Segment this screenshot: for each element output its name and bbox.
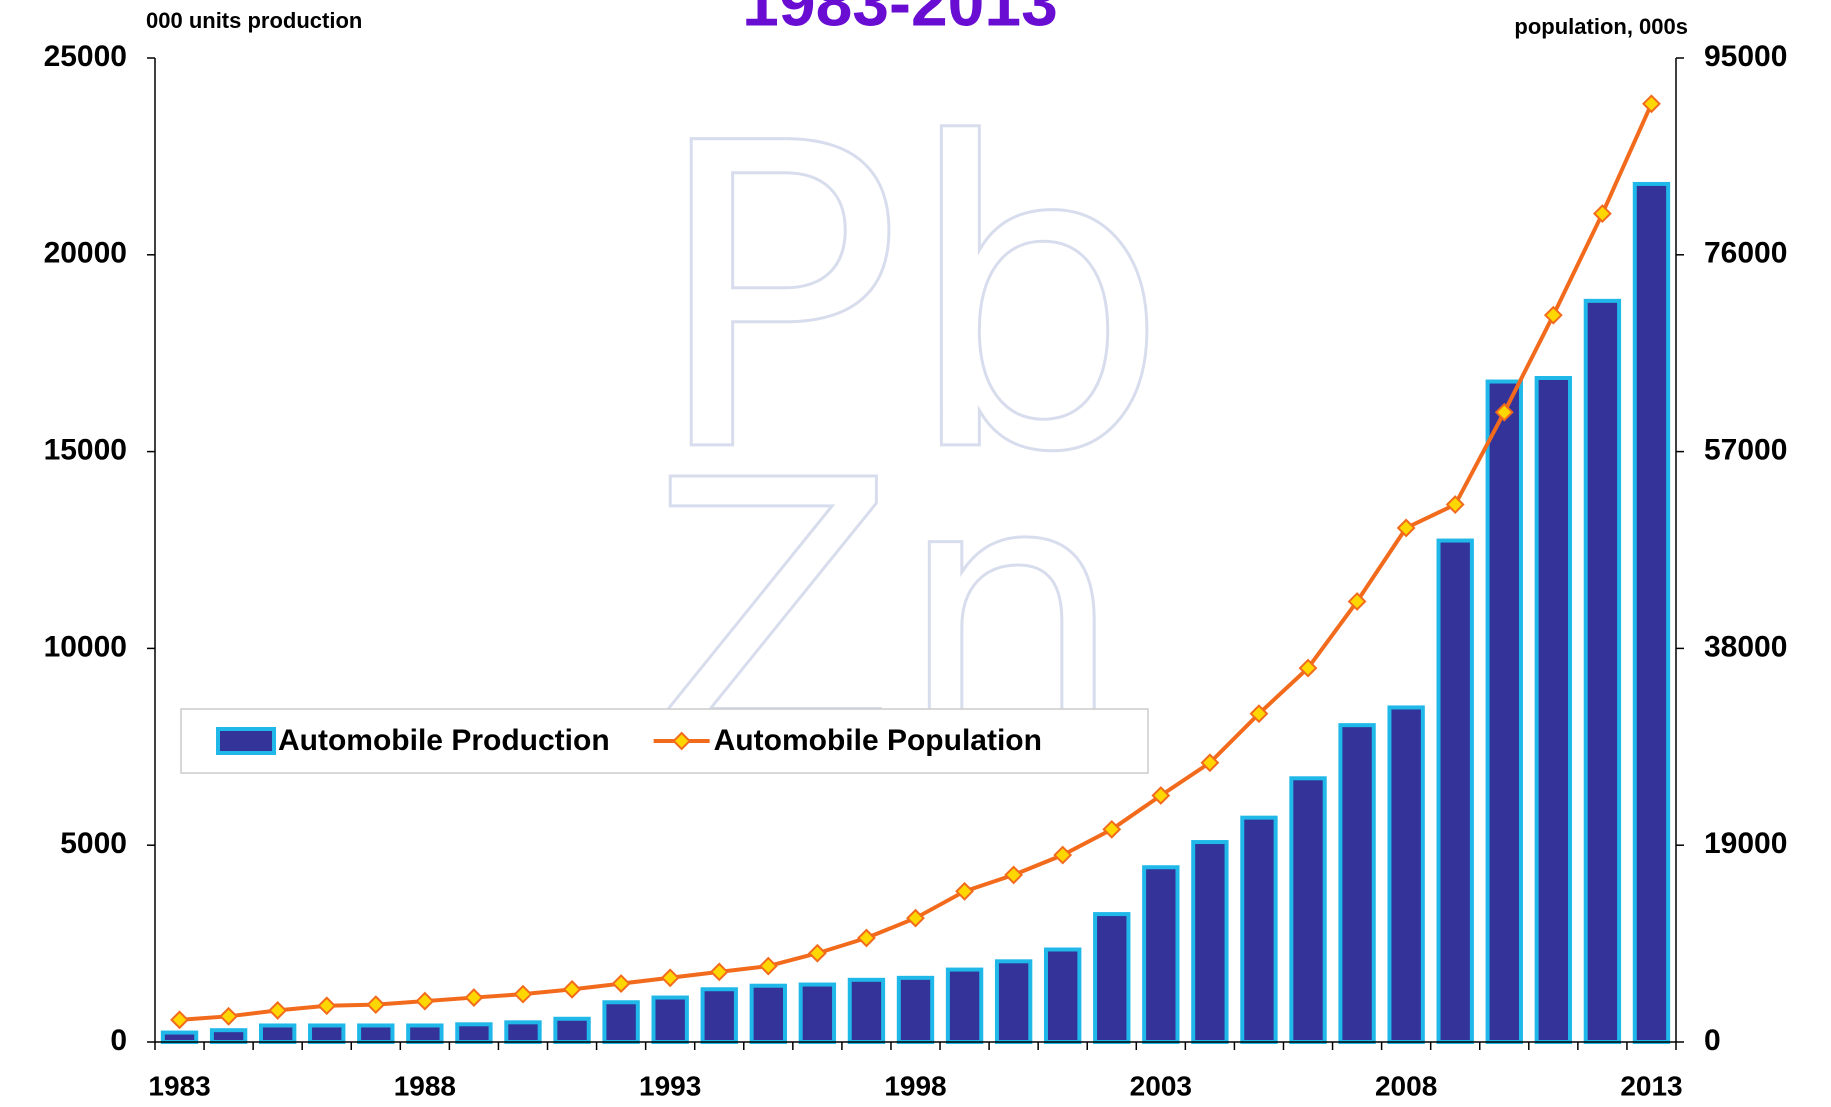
bar	[455, 1022, 493, 1044]
bar	[1583, 298, 1622, 1044]
y-tick-label: 25000	[44, 40, 127, 73]
marker	[1445, 495, 1465, 514]
marker	[857, 928, 876, 948]
bar	[1191, 840, 1229, 1045]
bar	[1044, 947, 1082, 1045]
bar	[1436, 538, 1474, 1044]
x-tick-label: 1998	[884, 1070, 946, 1101]
marker	[1642, 94, 1661, 114]
marker	[562, 979, 582, 999]
marker	[758, 956, 778, 976]
x-tick-label: 2008	[1375, 1070, 1437, 1101]
y2-tick-label: 0	[1704, 1024, 1721, 1057]
marker	[513, 984, 533, 1004]
bar	[1485, 379, 1523, 1045]
bar	[160, 1030, 199, 1044]
bar	[406, 1023, 444, 1044]
marker	[660, 968, 680, 988]
marker	[170, 1010, 189, 1030]
bar	[1093, 912, 1131, 1045]
legend-label: Automobile Population	[714, 724, 1042, 757]
marker	[1249, 704, 1269, 724]
bar	[1289, 776, 1327, 1045]
bar	[847, 977, 886, 1045]
marker	[1200, 753, 1220, 773]
bar	[651, 995, 689, 1044]
marker	[1396, 518, 1416, 538]
x-tick-label: 2013	[1620, 1070, 1682, 1101]
bar	[700, 987, 738, 1045]
bar	[945, 967, 984, 1044]
x-tick-label: 2003	[1130, 1070, 1192, 1101]
marker	[219, 1006, 239, 1026]
y2-tick-label: 57000	[1704, 434, 1787, 467]
marker	[709, 962, 729, 982]
y-axis-label: 000 units production	[146, 8, 362, 33]
marker	[1102, 819, 1122, 839]
x-tick-label: 1993	[639, 1070, 701, 1101]
bar	[1632, 181, 1671, 1044]
y2-tick-label: 76000	[1704, 237, 1787, 270]
y-tick-label: 5000	[60, 827, 127, 860]
marker	[1347, 592, 1367, 611]
y2-tick-label: 19000	[1704, 827, 1787, 860]
legend: Automobile Production Automobile Populati…	[180, 708, 1149, 774]
marker	[611, 974, 631, 993]
marker	[1494, 402, 1514, 422]
marker	[317, 996, 337, 1016]
bar	[602, 1000, 640, 1044]
bar	[209, 1028, 248, 1045]
bar	[1387, 705, 1425, 1044]
bar	[896, 975, 935, 1044]
y2-axis-label: population, 000s	[1514, 14, 1688, 39]
legend-label: Automobile Production	[278, 724, 610, 757]
bar	[308, 1023, 346, 1044]
bar	[504, 1020, 542, 1045]
bar	[994, 959, 1033, 1045]
marker	[906, 908, 925, 928]
marker	[1151, 786, 1171, 805]
marker	[415, 991, 435, 1011]
y2-tick-label: 95000	[1704, 40, 1787, 73]
watermark-pb: Pb	[650, 56, 1170, 545]
marker	[268, 1000, 288, 1020]
bar	[1240, 815, 1278, 1045]
y-tick-label: 10000	[44, 630, 127, 663]
y2-tick-label: 38000	[1704, 630, 1787, 663]
chart-title: 1983-2013	[742, 0, 1058, 39]
bar	[798, 982, 837, 1045]
x-tick-label: 1983	[148, 1070, 210, 1101]
bar	[258, 1023, 297, 1044]
marker	[464, 988, 484, 1007]
bar	[749, 983, 787, 1045]
marker	[955, 881, 974, 901]
bar	[1534, 375, 1573, 1044]
y-tick-label: 0	[110, 1024, 127, 1057]
marker	[1004, 865, 1024, 885]
bar	[553, 1016, 591, 1044]
marker	[366, 995, 386, 1015]
bar	[1142, 865, 1180, 1044]
marker	[807, 943, 827, 963]
bar	[357, 1023, 395, 1044]
legend-swatch	[672, 731, 692, 751]
marker	[1592, 204, 1612, 223]
marker	[1053, 845, 1073, 865]
legend-swatch	[216, 727, 276, 755]
y-tick-label: 15000	[44, 434, 127, 467]
x-tick-label: 1988	[394, 1070, 456, 1101]
marker	[1543, 305, 1563, 325]
bar	[1338, 723, 1376, 1044]
y-tick-label: 20000	[44, 237, 127, 270]
marker	[1298, 658, 1318, 678]
